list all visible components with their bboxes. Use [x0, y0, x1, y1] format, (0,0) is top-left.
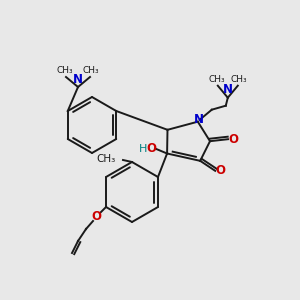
Text: N: N [223, 83, 233, 96]
Text: O: O [91, 211, 101, 224]
Text: CH₃: CH₃ [97, 154, 116, 164]
Text: N: N [194, 113, 204, 126]
Text: H: H [139, 143, 147, 154]
Text: O: O [146, 142, 156, 155]
Text: CH₃: CH₃ [57, 66, 73, 75]
Text: CH₃: CH₃ [83, 66, 99, 75]
Text: O: O [228, 133, 238, 146]
Text: O: O [215, 164, 225, 177]
Text: N: N [73, 73, 83, 86]
Text: CH₃: CH₃ [208, 75, 225, 84]
Text: CH₃: CH₃ [230, 75, 247, 84]
